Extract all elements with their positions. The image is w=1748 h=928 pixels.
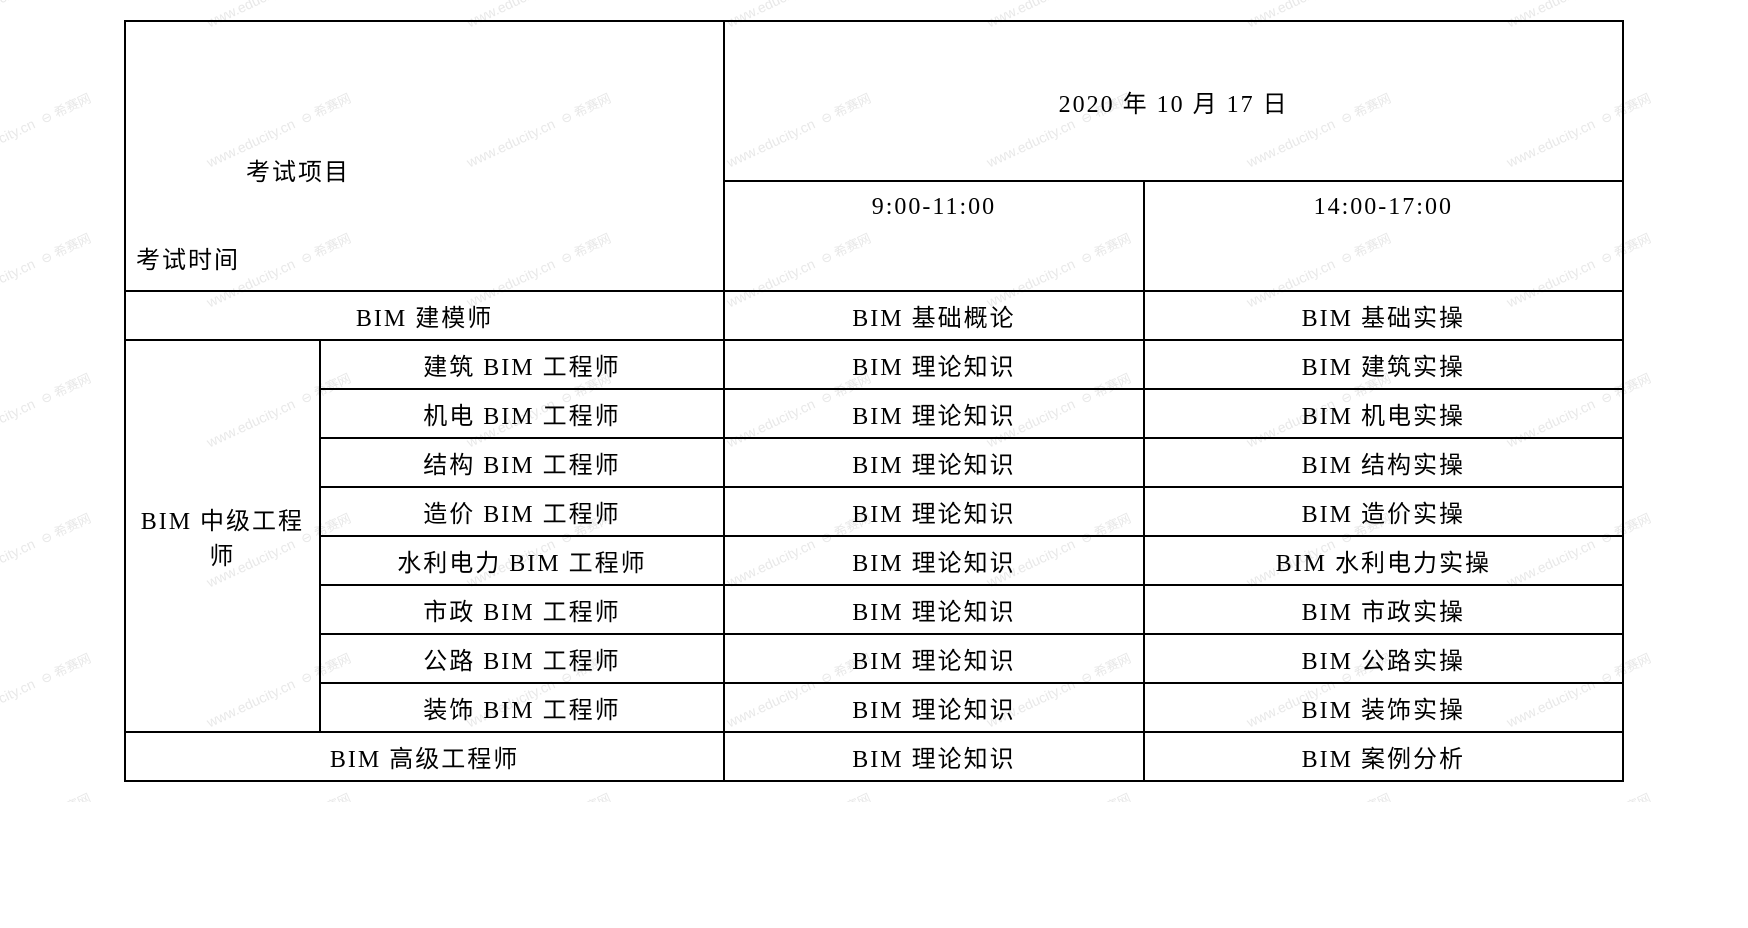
morning-subject-cell: BIM 理论知识 <box>724 487 1143 536</box>
intermediate-group-cell: BIM 中级工程师 <box>125 340 320 732</box>
afternoon-subject-cell: BIM 结构实操 <box>1144 438 1623 487</box>
afternoon-subject-cell: BIM 公路实操 <box>1144 634 1623 683</box>
exam-name-cell: 公路 BIM 工程师 <box>320 634 724 683</box>
watermark-item: www.educity.cn⊖ 希赛网 <box>0 0 94 31</box>
morning-subject-cell: BIM 理论知识 <box>724 536 1143 585</box>
watermark-item: www.educity.cn⊖ 希赛网 <box>983 788 1133 802</box>
table-row: 机电 BIM 工程师 BIM 理论知识 BIM 机电实操 <box>125 389 1623 438</box>
afternoon-subject-cell: BIM 基础实操 <box>1144 291 1623 340</box>
watermark-item: www.educity.cn⊖ 希赛网 <box>0 228 94 312</box>
watermark-item: www.educity.cn⊖ 希赛网 <box>723 788 873 802</box>
watermark-item: www.educity.cn⊖ 希赛网 <box>0 88 94 172</box>
afternoon-subject-cell: BIM 水利电力实操 <box>1144 536 1623 585</box>
exam-name-cell: BIM 建模师 <box>125 291 724 340</box>
header-time-afternoon: 14:00-17:00 <box>1144 181 1623 291</box>
exam-name-cell: 水利电力 BIM 工程师 <box>320 536 724 585</box>
watermark-item: www.educity.cn⊖ 希赛网 <box>0 648 94 732</box>
watermark-item: www.educity.cn⊖ 希赛网 <box>463 788 613 802</box>
morning-subject-cell: BIM 理论知识 <box>724 585 1143 634</box>
header-time-morning: 9:00-11:00 <box>724 181 1143 291</box>
morning-subject-cell: BIM 理论知识 <box>724 340 1143 389</box>
watermark-item: www.educity.cn⊖ 希赛网 <box>1243 788 1393 802</box>
afternoon-subject-cell: BIM 建筑实操 <box>1144 340 1623 389</box>
morning-subject-cell: BIM 基础概论 <box>724 291 1143 340</box>
table-row: 装饰 BIM 工程师 BIM 理论知识 BIM 装饰实操 <box>125 683 1623 732</box>
exam-name-cell: 市政 BIM 工程师 <box>320 585 724 634</box>
watermark-item: www.educity.cn⊖ 希赛网 <box>1503 788 1653 802</box>
watermark-item: www.educity.cn⊖ 希赛网 <box>0 508 94 592</box>
table-row: BIM 建模师 BIM 基础概论 BIM 基础实操 <box>125 291 1623 340</box>
table-row: 造价 BIM 工程师 BIM 理论知识 BIM 造价实操 <box>125 487 1623 536</box>
header-project-time-cell: 考试项目 考试时间 <box>125 21 724 291</box>
watermark-item: www.educity.cn⊖ 希赛网 <box>0 368 94 452</box>
table-row: 市政 BIM 工程师 BIM 理论知识 BIM 市政实操 <box>125 585 1623 634</box>
afternoon-subject-cell: BIM 装饰实操 <box>1144 683 1623 732</box>
morning-subject-cell: BIM 理论知识 <box>724 634 1143 683</box>
morning-subject-cell: BIM 理论知识 <box>724 732 1143 781</box>
table-row: BIM 中级工程师 建筑 BIM 工程师 BIM 理论知识 BIM 建筑实操 <box>125 340 1623 389</box>
header-label-project: 考试项目 <box>246 152 350 187</box>
morning-subject-cell: BIM 理论知识 <box>724 683 1143 732</box>
watermark-item: www.educity.cn⊖ 希赛网 <box>203 788 353 802</box>
exam-name-cell: 建筑 BIM 工程师 <box>320 340 724 389</box>
header-date-cell: 2020 年 10 月 17 日 <box>724 21 1623 181</box>
exam-name-cell: 机电 BIM 工程师 <box>320 389 724 438</box>
table-row: 公路 BIM 工程师 BIM 理论知识 BIM 公路实操 <box>125 634 1623 683</box>
afternoon-subject-cell: BIM 造价实操 <box>1144 487 1623 536</box>
afternoon-subject-cell: BIM 案例分析 <box>1144 732 1623 781</box>
afternoon-subject-cell: BIM 机电实操 <box>1144 389 1623 438</box>
exam-name-cell: 结构 BIM 工程师 <box>320 438 724 487</box>
afternoon-subject-cell: BIM 市政实操 <box>1144 585 1623 634</box>
table-row: 结构 BIM 工程师 BIM 理论知识 BIM 结构实操 <box>125 438 1623 487</box>
table-row: 水利电力 BIM 工程师 BIM 理论知识 BIM 水利电力实操 <box>125 536 1623 585</box>
watermark-item: www.educity.cn⊖ 希赛网 <box>0 788 94 802</box>
exam-schedule-table: 考试项目 考试时间 2020 年 10 月 17 日 9:00-11:00 14… <box>124 20 1624 782</box>
exam-name-cell: 造价 BIM 工程师 <box>320 487 724 536</box>
header-label-time: 考试时间 <box>136 240 240 275</box>
morning-subject-cell: BIM 理论知识 <box>724 389 1143 438</box>
morning-subject-cell: BIM 理论知识 <box>724 438 1143 487</box>
exam-name-cell: 装饰 BIM 工程师 <box>320 683 724 732</box>
table-row: BIM 高级工程师 BIM 理论知识 BIM 案例分析 <box>125 732 1623 781</box>
exam-name-cell: BIM 高级工程师 <box>125 732 724 781</box>
